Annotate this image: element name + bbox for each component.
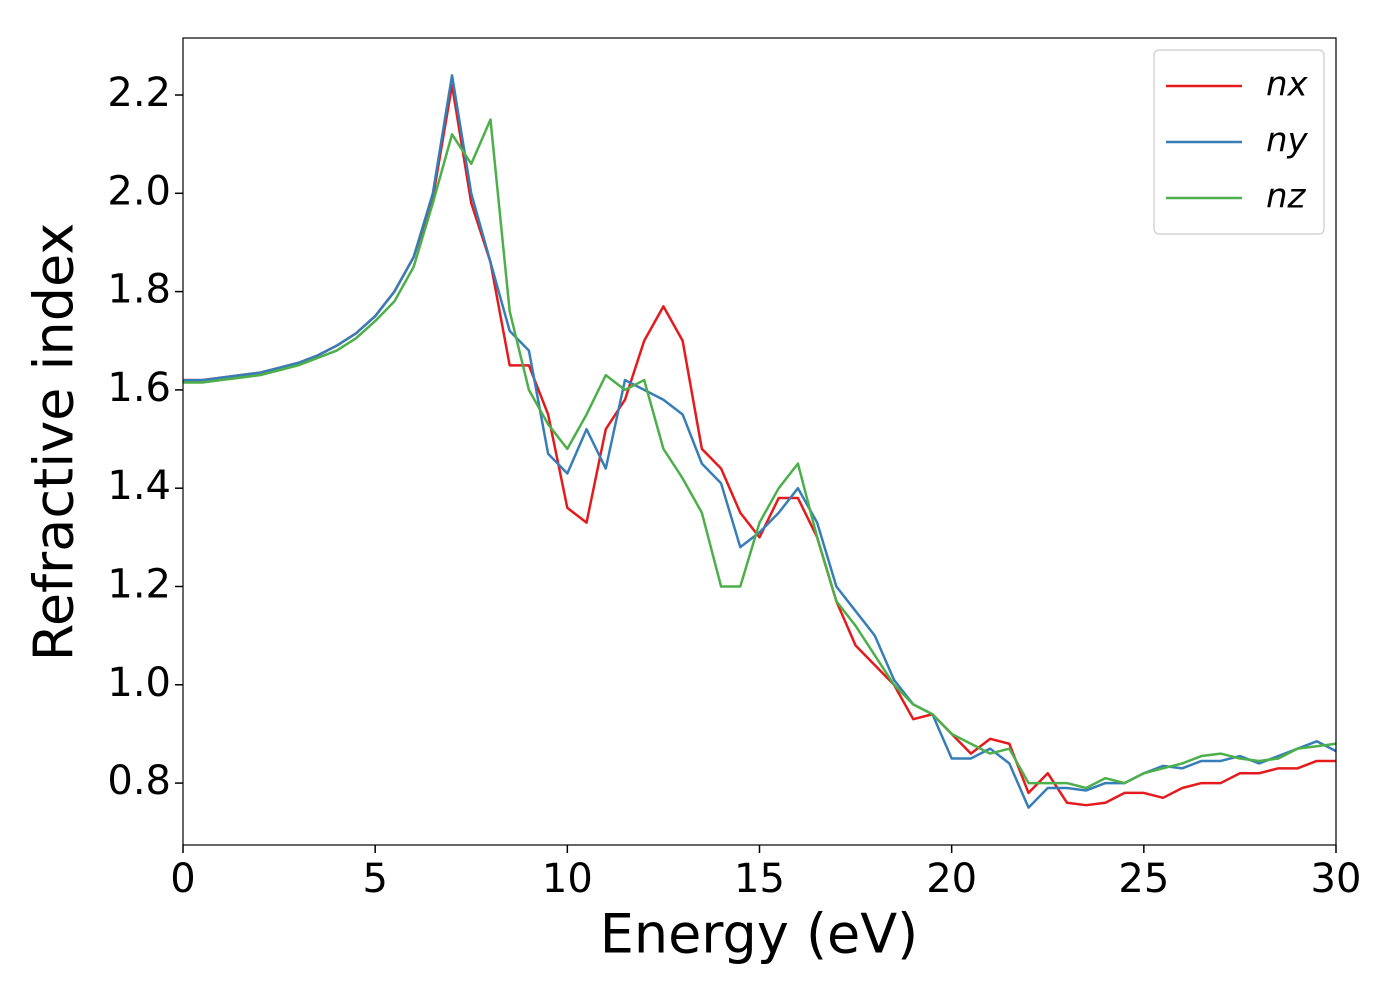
y-tick-label: 2.2 xyxy=(107,70,171,116)
y-tick-label: 0.8 xyxy=(107,758,171,804)
x-tick-label: 15 xyxy=(734,856,785,902)
y-tick-label: 1.0 xyxy=(107,660,171,706)
y-tick-label: 1.4 xyxy=(107,463,171,509)
legend-label: nz xyxy=(1266,177,1307,217)
y-axis-label: Refractive index xyxy=(23,223,86,662)
y-tick-label: 2.0 xyxy=(107,168,171,214)
x-tick-label: 5 xyxy=(362,856,387,902)
x-tick-label: 25 xyxy=(1118,856,1169,902)
x-axis-label: Energy (eV) xyxy=(600,903,919,966)
x-tick-label: 20 xyxy=(926,856,977,902)
plot-frame xyxy=(182,37,1337,846)
y-tick-label: 1.6 xyxy=(107,365,171,411)
x-tick-label: 30 xyxy=(1311,856,1362,902)
y-tick-label: 1.2 xyxy=(107,561,171,607)
x-tick-label: 0 xyxy=(170,856,195,902)
series-line xyxy=(183,118,1336,790)
legend-label: nx xyxy=(1266,65,1309,105)
legend-label: ny xyxy=(1266,121,1309,161)
y-tick-label: 1.8 xyxy=(107,267,171,313)
x-tick-label: 10 xyxy=(542,856,593,902)
